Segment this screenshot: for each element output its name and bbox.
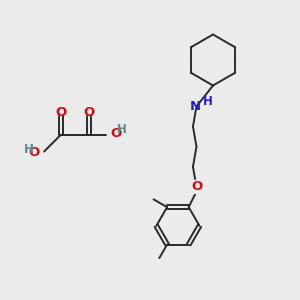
- Text: O: O: [110, 127, 122, 140]
- Text: O: O: [84, 106, 95, 119]
- Text: H: H: [117, 123, 126, 136]
- Text: H: H: [24, 142, 33, 156]
- Text: O: O: [191, 180, 202, 194]
- Text: O: O: [55, 106, 66, 119]
- Text: O: O: [28, 146, 40, 160]
- Text: H: H: [203, 95, 213, 109]
- Text: N: N: [189, 100, 201, 113]
